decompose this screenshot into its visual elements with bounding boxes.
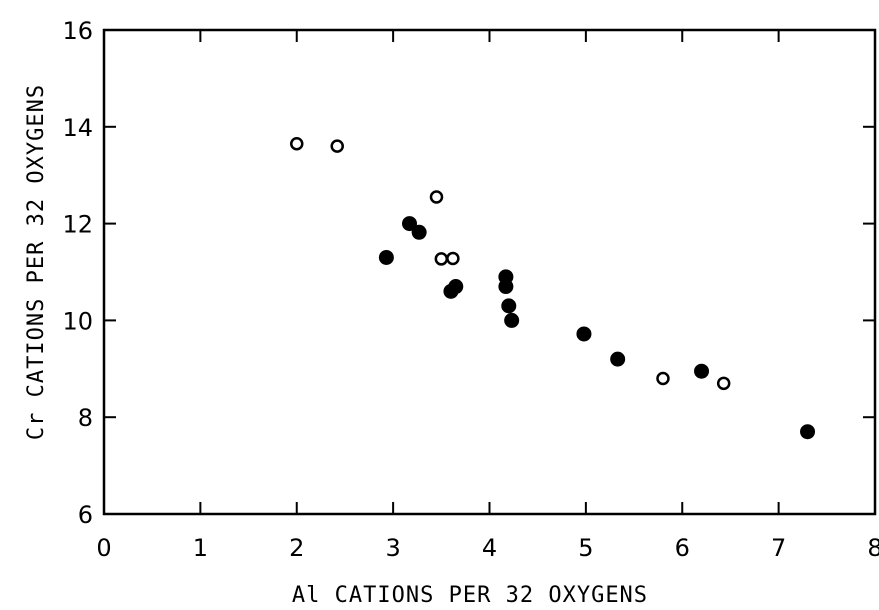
filled-circle-point [448, 279, 464, 295]
y-tick-label: 6 [78, 501, 93, 529]
open-circle-point [434, 252, 449, 266]
y-tick-label: 16 [62, 17, 93, 45]
x-tick-label: 1 [193, 534, 208, 562]
x-axis-ticks: 0 1 2 3 4 5 6 7 8 [96, 30, 879, 562]
filled-circle-point [378, 249, 394, 265]
x-tick-label: 6 [675, 534, 690, 562]
x-tick-label: 8 [867, 534, 879, 562]
y-tick-label: 14 [62, 114, 93, 142]
filled-circle-point [501, 298, 517, 314]
x-tick-label: 5 [578, 534, 593, 562]
x-axis-title: Al CATIONS PER 32 OXYGENS [292, 583, 648, 608]
data-points [290, 136, 816, 440]
open-circle-point [716, 376, 731, 391]
y-axis-title: Cr CATIONS PER 32 OXYGENS [24, 84, 49, 440]
x-tick-label: 0 [96, 534, 111, 562]
filled-circle-point [576, 326, 592, 342]
open-circle-point [290, 136, 304, 151]
x-tick-label: 2 [289, 534, 304, 562]
y-tick-label: 12 [62, 211, 93, 239]
x-tick-label: 4 [482, 534, 497, 562]
filled-circle-point [498, 279, 514, 295]
x-tick-label: 3 [385, 534, 400, 562]
filled-circle-point [411, 224, 427, 240]
y-tick-label: 8 [78, 404, 93, 432]
filled-circle-point [402, 216, 418, 232]
open-circle-point [446, 251, 460, 266]
open-circle-point [330, 139, 344, 153]
y-axis-ticks: 6 8 10 12 14 16 [62, 17, 875, 529]
filled-circle-point [610, 351, 626, 367]
x-tick-label: 7 [771, 534, 786, 562]
filled-circle-point [504, 312, 520, 328]
plot-frame [102, 28, 877, 516]
y-tick-label: 10 [62, 307, 93, 335]
filled-circle-point [694, 363, 710, 379]
open-circle-point [656, 371, 670, 386]
filled-circle-point [800, 424, 816, 440]
open-circle-point [429, 190, 444, 204]
